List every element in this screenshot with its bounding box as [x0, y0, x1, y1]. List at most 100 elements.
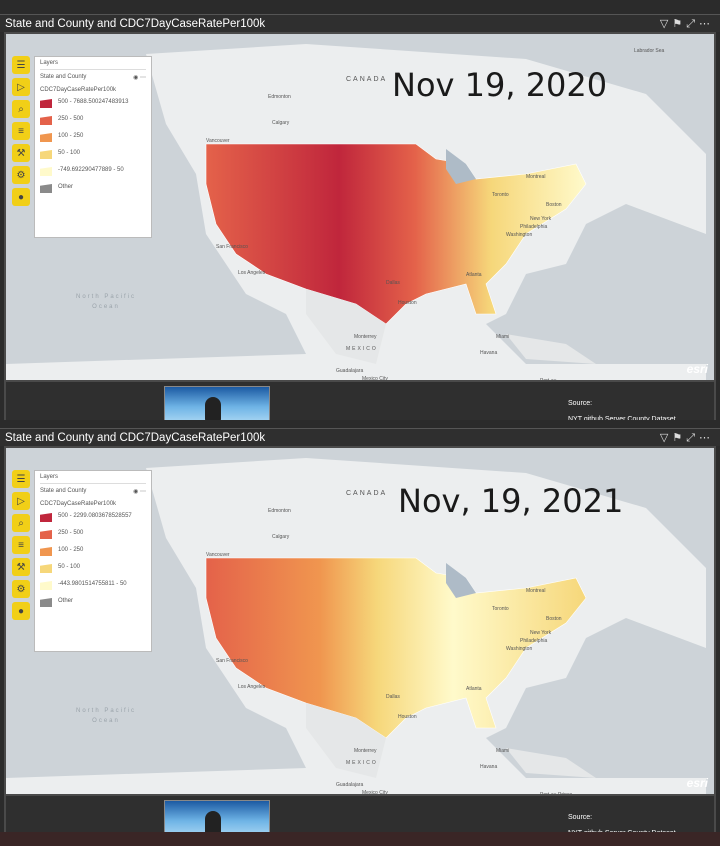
legend-label: -749.692290477889 - 50 — [58, 167, 124, 173]
layer-name: State and County — [40, 74, 87, 80]
legend-label: 500 - 7688.500247483913 — [58, 99, 129, 105]
map-canvas[interactable]: ☰ ▷ ⌕ ≡ ⚒ ⚙ ● Layers State and County ◉ … — [4, 32, 716, 382]
search-icon[interactable]: ⌕ — [12, 514, 30, 532]
place-havana: Havana — [480, 764, 498, 770]
place-guadalajara: Guadalajara — [336, 782, 364, 788]
place-philadelphia: Philadelphia — [520, 638, 548, 644]
place-labrador-sea: Labrador Sea — [634, 48, 665, 54]
tools-icon[interactable]: ⚒ — [12, 144, 30, 162]
filter-icon[interactable]: ▽ — [659, 432, 673, 444]
visual-title-bar: State and County and CDC7DayCaseRatePer1… — [0, 428, 720, 446]
legend-swatch — [40, 513, 52, 522]
focus-icon[interactable]: ⚑ — [672, 432, 687, 444]
visual-header-icons: ▽⚑⤢⋯ — [660, 17, 714, 31]
more-icon[interactable]: ⋯ — [699, 18, 714, 30]
legend-item: 500 - 2299.0803678528557 — [40, 513, 146, 522]
source-value: NYT github Server County Dataset — [568, 416, 676, 423]
legend-item: 250 - 500 — [40, 530, 146, 539]
source-label: Source: — [568, 814, 593, 821]
more-icon[interactable]: ⋯ — [699, 432, 714, 444]
place-toronto: Toronto — [492, 606, 509, 612]
filter-icon[interactable]: ▽ — [659, 18, 673, 30]
legend-label: -443.9801514755811 - 50 — [58, 581, 127, 587]
menu-icon[interactable]: ☰ — [12, 56, 30, 74]
legend-item: 500 - 7688.500247483913 — [40, 99, 146, 108]
legend-swatch — [40, 564, 52, 573]
layer-row[interactable]: State and County ◉ ⋯ — [40, 488, 146, 495]
legend-list: 500 - 7688.500247483913 250 - 500 100 - 25… — [40, 99, 146, 193]
place-port-au-prince: Port-au-Prince — [540, 792, 573, 796]
layers-header: Layers — [40, 60, 146, 70]
expand-icon[interactable]: ⤢ — [686, 432, 699, 444]
legend-swatch — [40, 598, 52, 607]
user-icon[interactable]: ● — [12, 188, 30, 206]
legend-item: Other — [40, 598, 146, 607]
layer-row[interactable]: State and County ◉ ⋯ — [40, 74, 146, 81]
layers-panel: Layers State and County ◉ ⋯ CDC7DayCaseR… — [34, 56, 152, 238]
place-san-francisco: San Francisco — [216, 658, 248, 664]
panel-divider — [0, 420, 720, 428]
legend-swatch — [40, 581, 52, 590]
layers-icon[interactable]: ≡ — [12, 536, 30, 554]
place-new-york: New York — [530, 630, 552, 636]
esri-logo: esri — [686, 362, 708, 376]
figure-silhouette — [205, 811, 221, 835]
legend-label: 250 - 500 — [58, 116, 84, 122]
legend-item: -749.692290477889 - 50 — [40, 167, 146, 176]
place-calgary: Calgary — [272, 120, 290, 126]
layers-icon[interactable]: ≡ — [12, 122, 30, 140]
legend-swatch — [40, 116, 52, 125]
layers-header: Layers — [40, 474, 146, 484]
place-miami: Miami — [496, 748, 510, 754]
place-dallas: Dallas — [386, 280, 400, 286]
place-washington: Washington — [506, 232, 533, 238]
place-montreal: Montreal — [526, 588, 546, 594]
place-san-francisco: San Francisco — [216, 244, 248, 250]
date-label: Nov, 19, 2021 — [398, 482, 624, 520]
visibility-icon[interactable]: ◉ ⋯ — [133, 489, 146, 495]
user-icon[interactable]: ● — [12, 602, 30, 620]
place-dallas: Dallas — [386, 694, 400, 700]
place-boston: Boston — [546, 202, 562, 208]
search-icon[interactable]: ⌕ — [12, 100, 30, 118]
legend-label: 50 - 100 — [58, 564, 81, 570]
settings-icon[interactable]: ⚙ — [12, 166, 30, 184]
map-toolbar: ☰ ▷ ⌕ ≡ ⚒ ⚙ ● — [12, 56, 30, 206]
expand-icon[interactable]: ⤢ — [686, 18, 699, 30]
legend-swatch — [40, 167, 52, 176]
place-philadelphia: Philadelphia — [520, 224, 548, 230]
legend-swatch — [40, 184, 52, 193]
menu-icon[interactable]: ☰ — [12, 470, 30, 488]
legend-swatch — [40, 133, 52, 142]
legend-list: 500 - 2299.0803678528557 250 - 500 100 - 2… — [40, 513, 146, 607]
place-atlanta: Atlanta — [466, 686, 482, 692]
map-basemap — [6, 458, 706, 794]
select-icon[interactable]: ▷ — [12, 492, 30, 510]
tools-icon[interactable]: ⚒ — [12, 558, 30, 576]
place-houston: Houston — [398, 714, 417, 720]
place-los-angeles: Los Angeles — [238, 270, 266, 276]
settings-icon[interactable]: ⚙ — [12, 580, 30, 598]
map-canvas[interactable]: ☰ ▷ ⌕ ≡ ⚒ ⚙ ● Layers State and County ◉ … — [4, 446, 716, 796]
esri-logo: esri — [686, 776, 708, 790]
legend-label: 250 - 500 — [58, 530, 84, 536]
legend-swatch — [40, 99, 52, 108]
place-calgary: Calgary — [272, 534, 290, 540]
place-canada: CANADA — [346, 76, 388, 83]
place-edmonton: Edmonton — [268, 94, 291, 100]
place-los-angeles: Los Angeles — [238, 684, 266, 690]
place-mexico-city: Mexico City — [362, 376, 388, 382]
legend-swatch — [40, 547, 52, 556]
legend-item: 100 - 250 — [40, 133, 146, 142]
focus-icon[interactable]: ⚑ — [672, 18, 687, 30]
select-icon[interactable]: ▷ — [12, 78, 30, 96]
legend-label: 100 - 250 — [58, 547, 84, 553]
bottom-strip — [0, 832, 720, 846]
map-toolbar: ☰ ▷ ⌕ ≡ ⚒ ⚙ ● — [12, 470, 30, 620]
place-monterrey: Monterrey — [354, 748, 377, 754]
visibility-icon[interactable]: ◉ ⋯ — [133, 75, 146, 81]
legend-swatch — [40, 150, 52, 159]
place-mexico: MEXICO — [346, 760, 378, 766]
legend-item: 250 - 500 — [40, 116, 146, 125]
legend-item: 50 - 100 — [40, 564, 146, 573]
